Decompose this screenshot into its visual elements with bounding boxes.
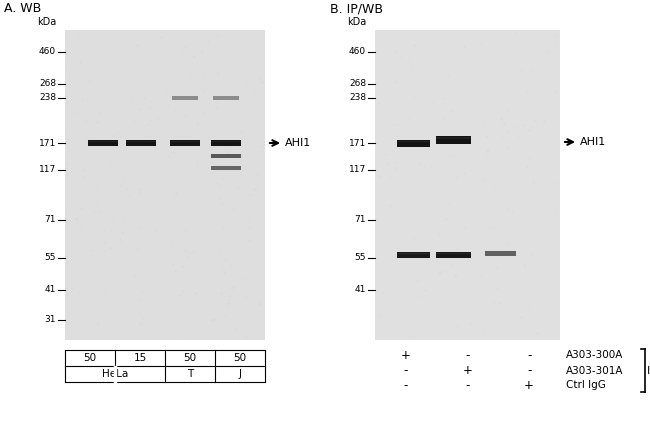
Bar (396, 141, 430, 142)
Text: 31: 31 (44, 316, 56, 325)
Bar (213, 96, 239, 100)
Text: AHI1: AHI1 (580, 137, 606, 147)
Text: +: + (525, 379, 534, 392)
Text: 460: 460 (39, 48, 56, 57)
Text: kDa: kDa (346, 17, 366, 27)
Text: 50: 50 (183, 353, 196, 363)
Text: 238: 238 (39, 93, 56, 103)
Text: -: - (465, 349, 470, 362)
Bar (65, 30, 265, 340)
Text: J: J (239, 369, 242, 379)
Bar (170, 140, 200, 146)
Bar (172, 96, 198, 100)
Bar (126, 141, 156, 142)
Text: 41: 41 (355, 285, 366, 294)
Text: 71: 71 (44, 216, 56, 225)
Text: -: - (404, 379, 408, 392)
Bar (211, 141, 241, 142)
Text: 460: 460 (349, 48, 366, 57)
Bar (484, 250, 515, 256)
Bar (436, 253, 471, 254)
Text: T: T (187, 369, 193, 379)
Bar (211, 154, 241, 158)
Text: A303-301A: A303-301A (566, 366, 623, 375)
Bar (436, 136, 471, 144)
Bar (211, 140, 241, 146)
Text: -: - (527, 364, 531, 377)
Bar (88, 140, 118, 146)
Text: 117: 117 (39, 165, 56, 175)
Bar (396, 139, 430, 147)
Text: A. WB: A. WB (4, 2, 41, 15)
Text: 268: 268 (39, 80, 56, 89)
Text: 171: 171 (349, 138, 366, 147)
Text: IP: IP (647, 366, 650, 375)
Bar (436, 252, 471, 258)
Bar (436, 137, 471, 139)
Text: Ctrl IgG: Ctrl IgG (566, 380, 606, 391)
Text: 55: 55 (44, 253, 56, 262)
Text: +: + (463, 364, 473, 377)
Text: 50: 50 (83, 353, 97, 363)
Text: 71: 71 (354, 216, 366, 225)
Text: 238: 238 (349, 93, 366, 103)
Text: 55: 55 (354, 253, 366, 262)
Bar (170, 141, 200, 142)
Text: 41: 41 (45, 285, 56, 294)
Bar (396, 253, 430, 254)
Bar (88, 141, 118, 142)
Text: 268: 268 (349, 80, 366, 89)
Text: 15: 15 (133, 353, 147, 363)
Text: A303-300A: A303-300A (566, 351, 623, 360)
Text: +: + (401, 349, 411, 362)
Text: 117: 117 (349, 165, 366, 175)
Text: -: - (465, 379, 470, 392)
Text: 171: 171 (39, 138, 56, 147)
Text: 50: 50 (233, 353, 246, 363)
Bar (375, 30, 560, 340)
Text: B. IP/WB: B. IP/WB (330, 2, 383, 15)
Text: kDa: kDa (37, 17, 56, 27)
Bar (396, 252, 430, 258)
Text: -: - (404, 364, 408, 377)
Text: HeLa: HeLa (102, 369, 128, 379)
Text: -: - (527, 349, 531, 362)
Bar (126, 140, 156, 146)
Bar (211, 166, 241, 170)
Text: AHI1: AHI1 (285, 138, 311, 148)
